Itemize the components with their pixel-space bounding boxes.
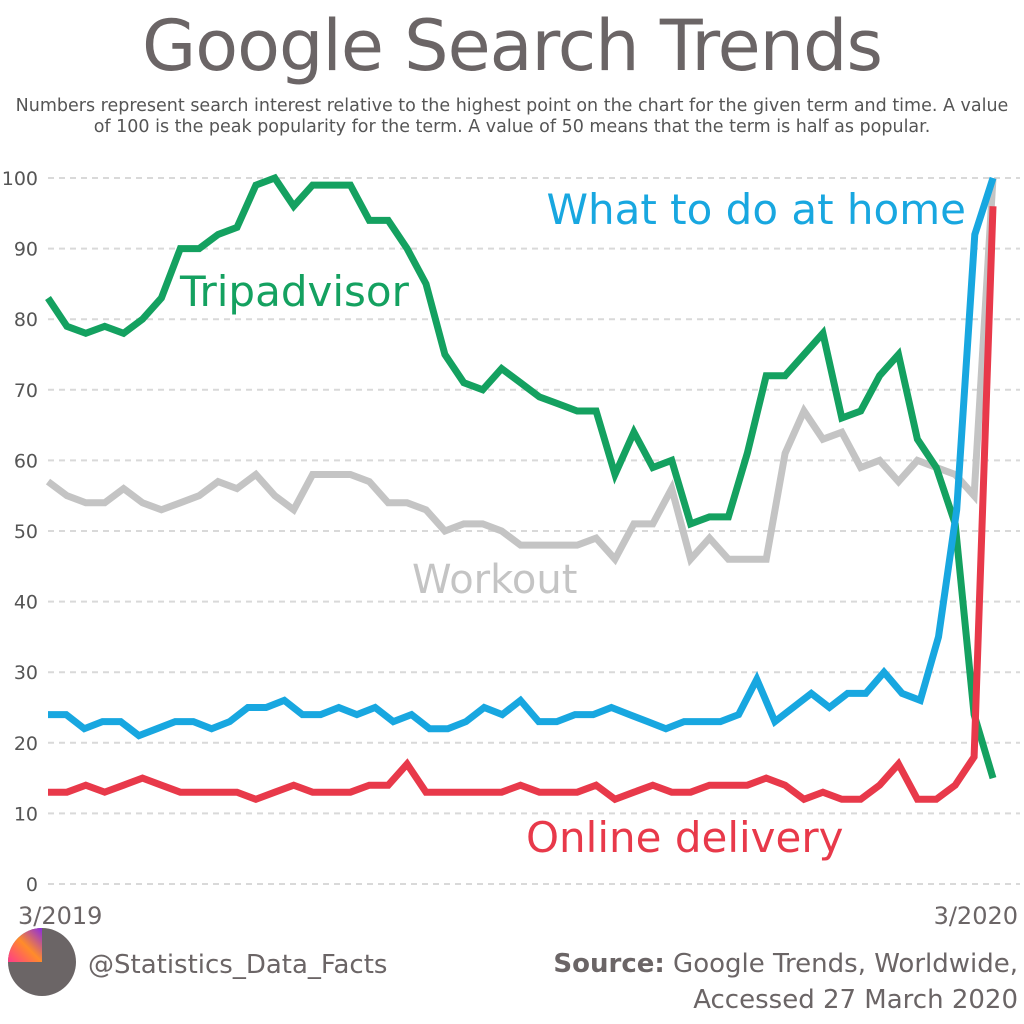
y-tick-label-70: 70 bbox=[14, 380, 38, 402]
y-tick-label-50: 50 bbox=[14, 521, 38, 543]
series-label-what-to-do-at-home: What to do at home bbox=[546, 185, 966, 234]
series-line-tripadvisor bbox=[45, 173, 997, 780]
series-line-what-to-do-at-home bbox=[48, 176, 997, 740]
x-label-start: 3/2019 bbox=[18, 902, 102, 930]
y-tick-label-60: 60 bbox=[14, 450, 38, 472]
author-handle: @Statistics_Data_Facts bbox=[88, 950, 388, 980]
brand-logo-icon bbox=[8, 928, 76, 996]
source-note: Source: Google Trends, Worldwide, Access… bbox=[553, 946, 1018, 1018]
series-line-online-delivery bbox=[48, 206, 997, 804]
chart-title: Google Search Trends bbox=[142, 5, 883, 87]
series-label-online-delivery: Online delivery bbox=[526, 813, 843, 862]
y-tick-label-10: 10 bbox=[14, 803, 38, 825]
y-tick-label-0: 0 bbox=[26, 874, 38, 896]
y-tick-label-90: 90 bbox=[14, 239, 38, 261]
series-label-workout: Workout bbox=[412, 557, 577, 603]
x-label-end: 3/2020 bbox=[934, 902, 1018, 930]
series-lines bbox=[45, 173, 997, 804]
chart-subtitle: Numbers represent search interest relati… bbox=[15, 96, 1009, 137]
series-label-tripadvisor: Tripadvisor bbox=[179, 267, 410, 316]
y-tick-label-30: 30 bbox=[14, 662, 38, 684]
source-text: Google Trends, Worldwide, bbox=[664, 949, 1018, 979]
source-accessed: Accessed 27 March 2020 bbox=[693, 985, 1018, 1015]
y-tick-label-100: 100 bbox=[2, 168, 38, 190]
source-label: Source: bbox=[553, 949, 665, 979]
y-tick-label-40: 40 bbox=[14, 592, 38, 614]
series-line-workout bbox=[45, 177, 997, 567]
y-tick-label-20: 20 bbox=[14, 733, 38, 755]
y-tick-label-80: 80 bbox=[14, 309, 38, 331]
y-tick-labels: 0 10 20 30 40 50 60 70 80 90 100 bbox=[2, 168, 38, 896]
